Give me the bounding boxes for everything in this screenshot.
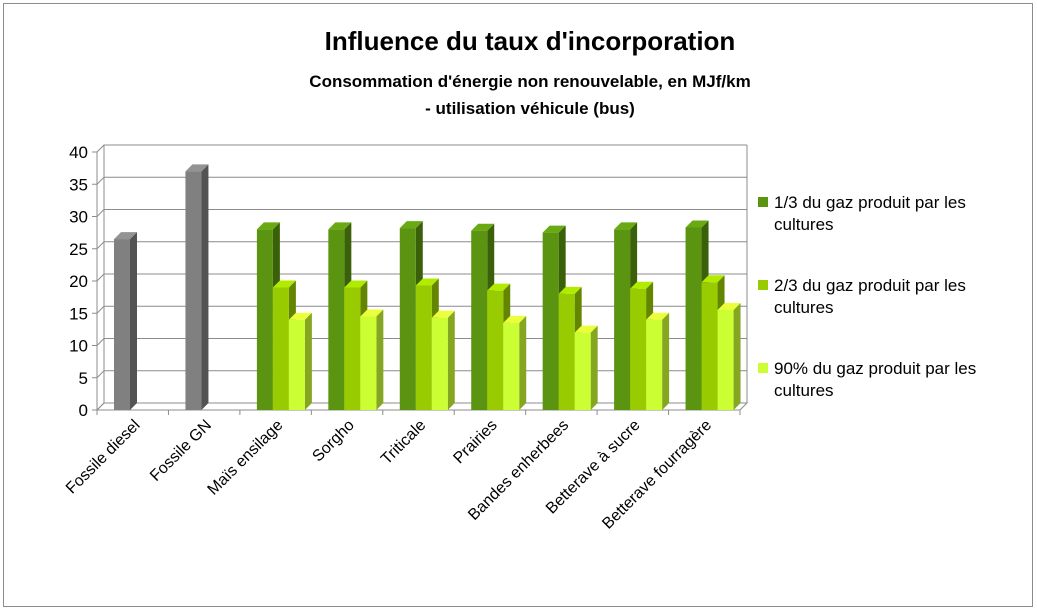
bar-front [328, 229, 345, 410]
bar-front [272, 287, 289, 410]
bar-front [256, 229, 273, 410]
bar-top [630, 281, 654, 289]
bar-front [288, 319, 305, 410]
y-tick-label: 25 [69, 240, 88, 259]
bar-front [415, 285, 432, 410]
bar-top [503, 315, 527, 323]
bar-front [558, 293, 575, 410]
bar-front [114, 239, 130, 410]
bar-top [288, 312, 312, 320]
bar [717, 303, 741, 410]
chart-subtitle: - utilisation véhicule (bus) [425, 99, 635, 118]
bar-top [717, 303, 741, 311]
bar-top [344, 280, 368, 288]
bar [114, 232, 137, 410]
bar-side [201, 164, 209, 410]
bar [431, 310, 455, 410]
bar [503, 315, 527, 410]
bar-front [542, 232, 559, 410]
y-tick-label: 15 [69, 304, 88, 323]
bar [574, 325, 598, 410]
legend-swatch [758, 280, 768, 290]
y-tick-label: 5 [79, 369, 88, 388]
legend-label: 90% du gaz produit par les cultures [774, 359, 977, 400]
bar-side [519, 315, 527, 410]
bar-side [662, 312, 670, 410]
bar-front [630, 288, 647, 410]
bar [288, 312, 312, 410]
bar-top [542, 225, 566, 233]
bar [487, 283, 511, 410]
y-tick-label: 0 [79, 401, 88, 420]
bar [646, 312, 670, 410]
chart-title: Influence du taux d'incorporation [325, 26, 736, 56]
bar-top [614, 222, 638, 230]
legend-label: 1/3 du gaz produit par les cultures [774, 193, 966, 234]
bar-side [304, 312, 312, 410]
bar-top [558, 286, 582, 294]
bar-front [701, 282, 718, 410]
bar-top [415, 278, 439, 286]
bar-front [360, 316, 377, 410]
chart-subtitle: Consommation d'énergie non renouvelable,… [309, 72, 750, 91]
legend-label: 2/3 du gaz produit par les cultures [774, 276, 966, 317]
bar-top [646, 312, 670, 320]
bar-top [185, 164, 209, 172]
legend-swatch [758, 363, 768, 373]
bar-side [590, 325, 598, 410]
legend-item: 1/3 du gaz produit par les cultures [758, 192, 1030, 236]
bar-top [487, 283, 511, 291]
y-tick-label: 10 [69, 337, 88, 356]
bar-top [256, 222, 280, 230]
bar-top [685, 220, 709, 228]
y-tick-label: 20 [69, 272, 88, 291]
bar-front [503, 322, 520, 410]
y-tick-label: 30 [69, 208, 88, 227]
bar-top [360, 309, 384, 317]
y-tick-label: 35 [69, 175, 88, 194]
bar-top [574, 325, 598, 333]
y-tick-label: 40 [69, 143, 88, 162]
bar-front [574, 332, 591, 410]
bar-top [431, 310, 455, 318]
bar-front [487, 290, 504, 410]
bar [185, 164, 209, 410]
bar-front [685, 227, 702, 410]
bar-front [399, 228, 416, 410]
bar-top [272, 280, 296, 288]
bar-front [185, 171, 202, 410]
bar-top [114, 232, 137, 240]
legend-swatch [758, 197, 768, 207]
bar [360, 309, 384, 410]
bar-top [399, 221, 423, 229]
bar-side [376, 309, 384, 410]
legend-item: 90% du gaz produit par les cultures [758, 358, 1030, 402]
bar-side [447, 310, 455, 410]
bar-side [733, 303, 741, 410]
bar-front [431, 317, 448, 410]
legend-item: 2/3 du gaz produit par les cultures [758, 275, 1030, 319]
bar-side [130, 232, 137, 410]
bar-front [646, 319, 663, 410]
bar-top [328, 222, 352, 230]
bar-front [614, 229, 631, 410]
bar-front [717, 310, 734, 410]
bar-top [471, 223, 495, 231]
bar-top [701, 275, 725, 283]
bar-front [344, 287, 361, 410]
bar-front [471, 230, 488, 410]
